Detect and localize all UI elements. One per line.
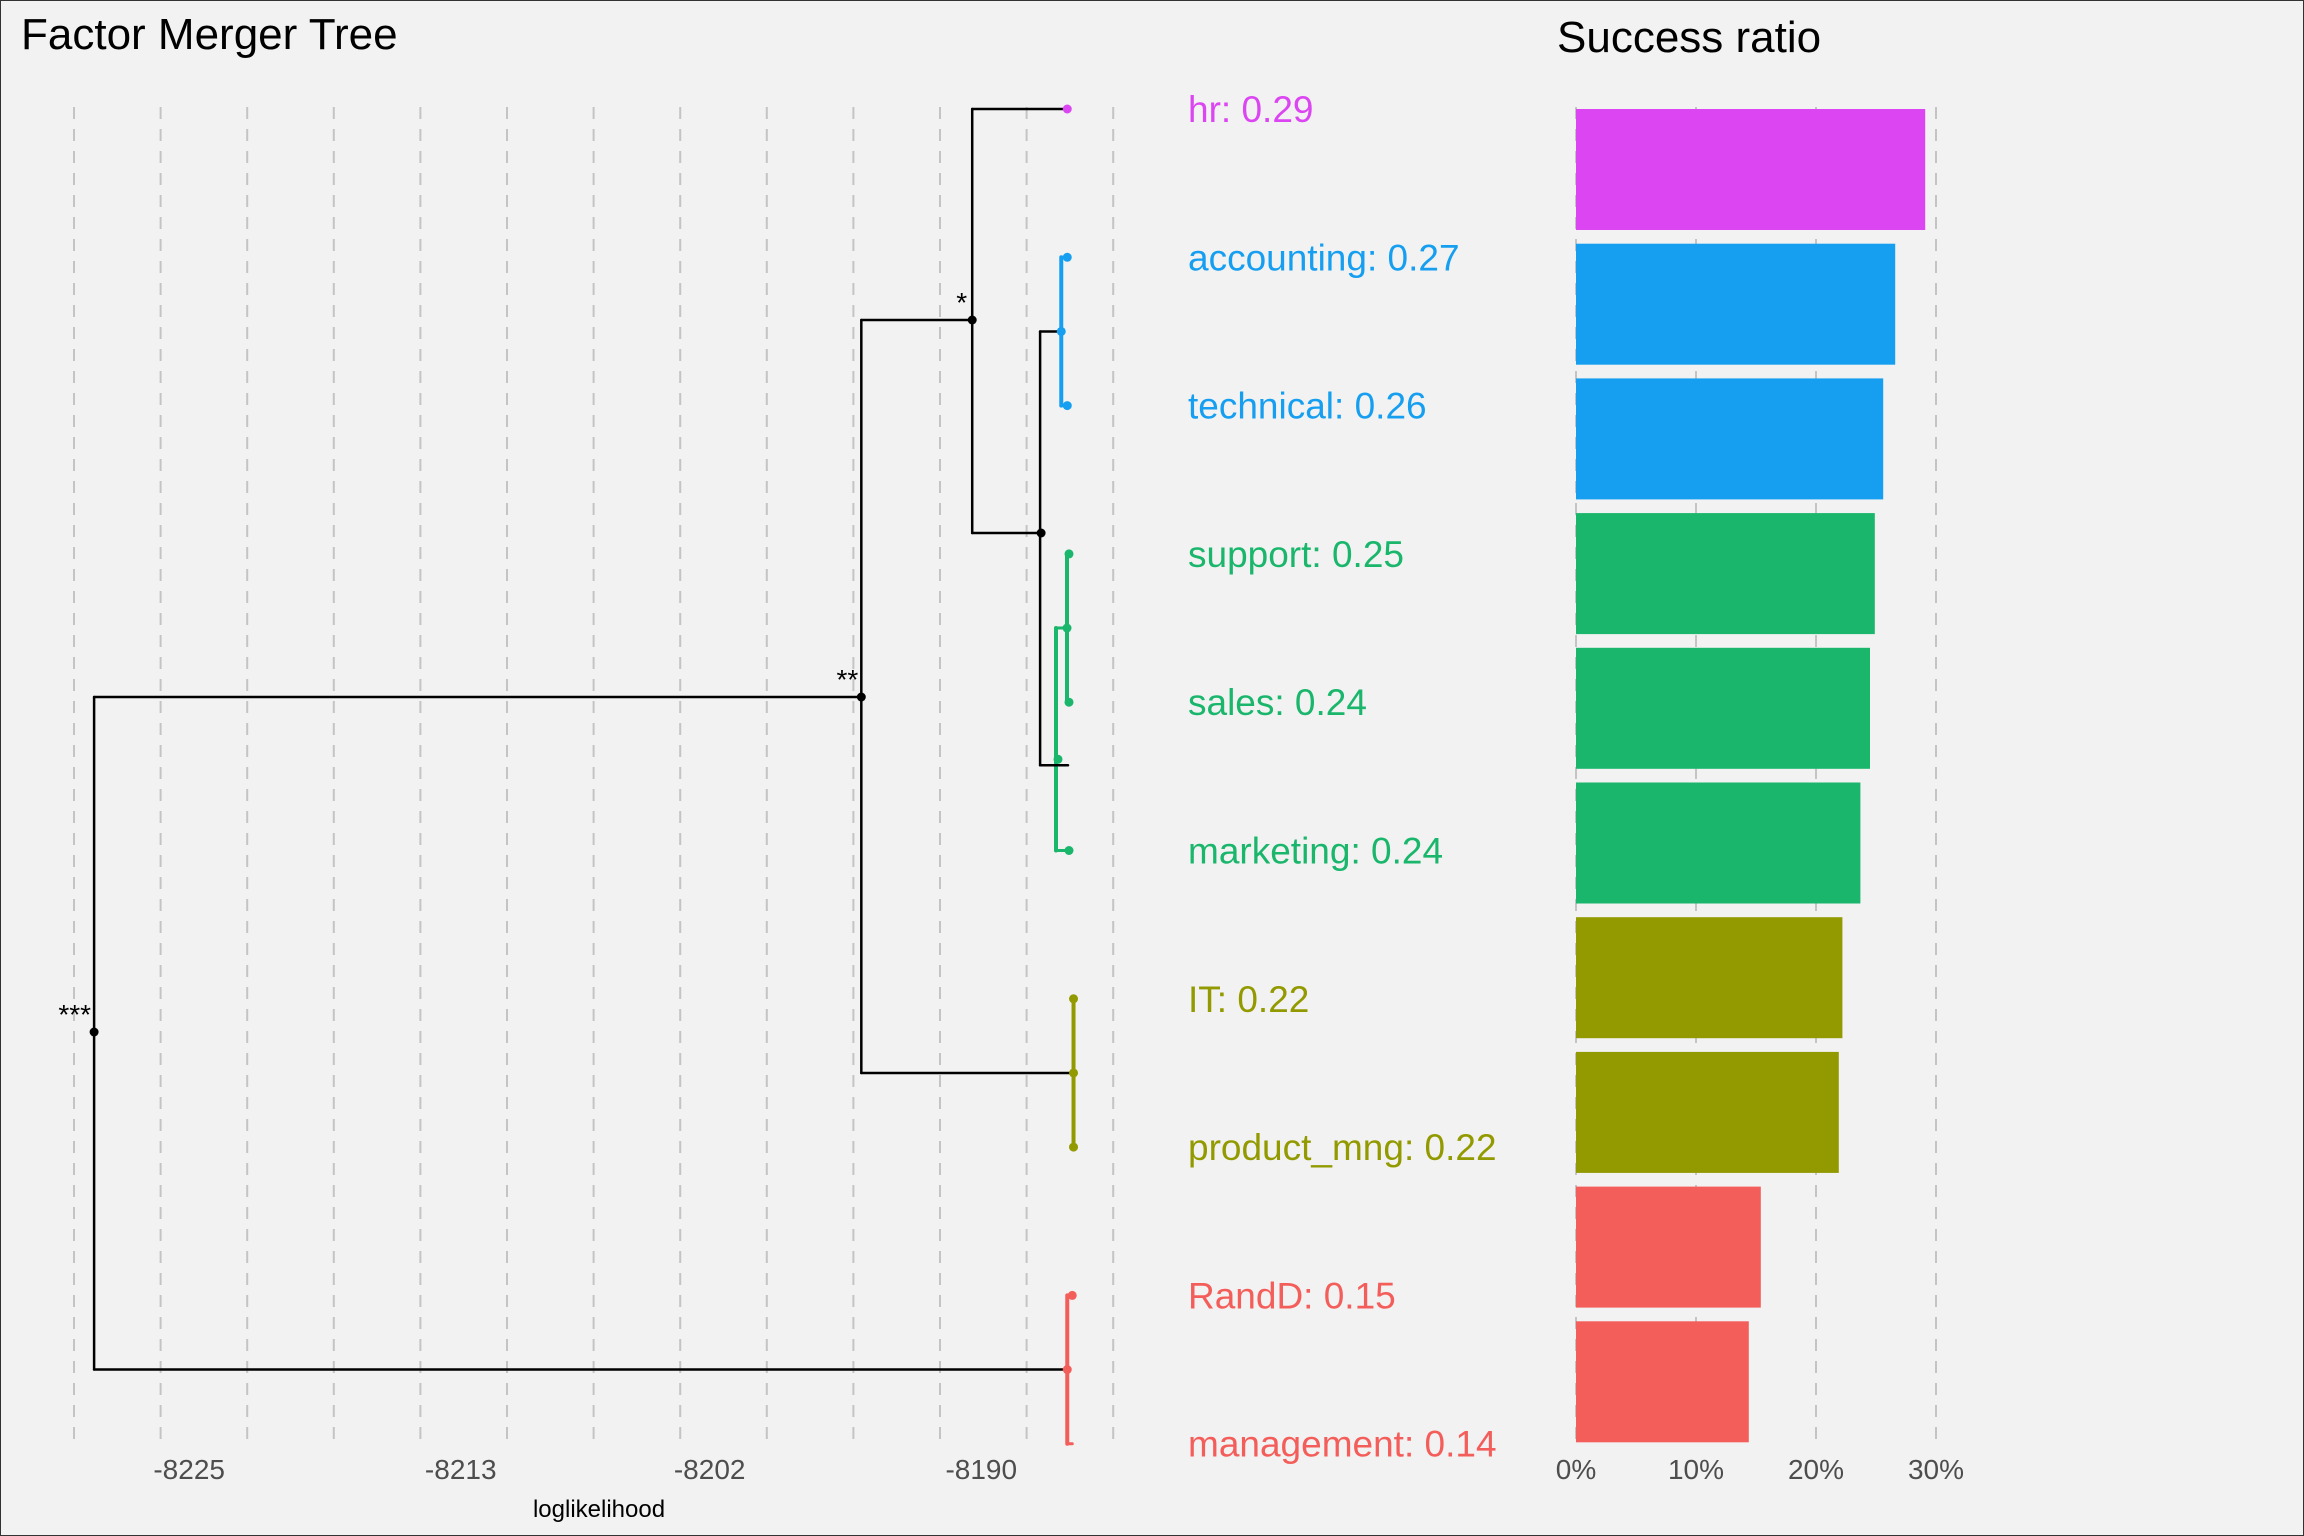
bar-title: Success ratio [1557, 13, 1821, 62]
merge-point [967, 315, 977, 325]
bar-sales [1576, 647, 1870, 769]
bar-hr [1576, 109, 1926, 230]
tree-x-tick-label: -8213 [425, 1454, 497, 1485]
leaf-point [1069, 994, 1079, 1004]
bar-RandD [1576, 1186, 1761, 1308]
bar-support [1576, 513, 1875, 635]
leaf-point [1069, 1142, 1079, 1152]
leaf-label: product_mng: 0.22 [1188, 1127, 1497, 1168]
leaf-point-hr [1062, 104, 1072, 114]
tree-x-tick-label: -8202 [674, 1454, 746, 1485]
leaf-label: hr: 0.29 [1188, 89, 1313, 130]
tree-gridlines [73, 107, 1115, 1441]
merge-point [1069, 1068, 1079, 1078]
tree-x-ticks: -8225 -8213 -8202 -8190 [153, 1454, 1017, 1485]
merge-point [1062, 1365, 1072, 1375]
bar-IT [1576, 917, 1843, 1039]
leaf-point [1064, 697, 1074, 707]
tree-branches [92, 107, 1076, 1446]
merge-point [1056, 326, 1066, 336]
tree-x-axis-label: loglikelihood [533, 1496, 665, 1523]
tree-x-tick-label: -8190 [945, 1454, 1017, 1485]
leaf-point [1067, 1290, 1077, 1300]
leaf-point [1064, 549, 1074, 559]
tree-significance-marks: ****** [58, 287, 967, 1030]
leaf-label: support: 0.25 [1188, 534, 1404, 575]
merge-point [1062, 623, 1072, 633]
significance-mark: * [956, 287, 967, 318]
bar-x-tick-label: 30% [1908, 1454, 1964, 1485]
tree-leaf-labels: hr: 0.29 accounting: 0.27 technical: 0.26 s… [1188, 89, 1497, 1465]
bar-product_mng [1576, 1051, 1839, 1173]
leaf-point [1064, 846, 1074, 855]
significance-mark: ** [837, 664, 859, 695]
merge-point [1036, 528, 1046, 538]
leaf-label: marketing: 0.24 [1188, 831, 1443, 872]
tree-title: Factor Merger Tree [21, 10, 398, 59]
merge-point [89, 1027, 99, 1037]
leaf-point [1062, 401, 1072, 411]
tree-x-tick-label: -8225 [153, 1454, 225, 1485]
tree-leaf-points [89, 104, 1079, 1375]
bar-management [1576, 1321, 1749, 1443]
leaf-label: technical: 0.26 [1188, 386, 1427, 427]
bar-accounting [1576, 243, 1896, 365]
leaf-label: IT: 0.22 [1188, 979, 1309, 1020]
bar-x-tick-label: 20% [1788, 1454, 1844, 1485]
bar-x-ticks: 0% 10% 20% 30% [1556, 1454, 1964, 1485]
merge-point [1053, 754, 1063, 764]
bar-marks [1576, 109, 1926, 1443]
bar-marketing [1576, 782, 1861, 904]
bar-technical [1576, 378, 1884, 500]
leaf-point [1062, 252, 1072, 262]
bar-x-tick-label: 10% [1668, 1454, 1724, 1485]
leaf-label: RandD: 0.15 [1188, 1275, 1396, 1316]
significance-mark: *** [58, 999, 91, 1030]
bar-x-tick-label: 0% [1556, 1454, 1596, 1485]
merge-point [856, 692, 866, 702]
leaf-label: accounting: 0.27 [1188, 237, 1460, 278]
leaf-label: management: 0.14 [1188, 1424, 1497, 1465]
leaf-label: sales: 0.24 [1188, 682, 1367, 723]
